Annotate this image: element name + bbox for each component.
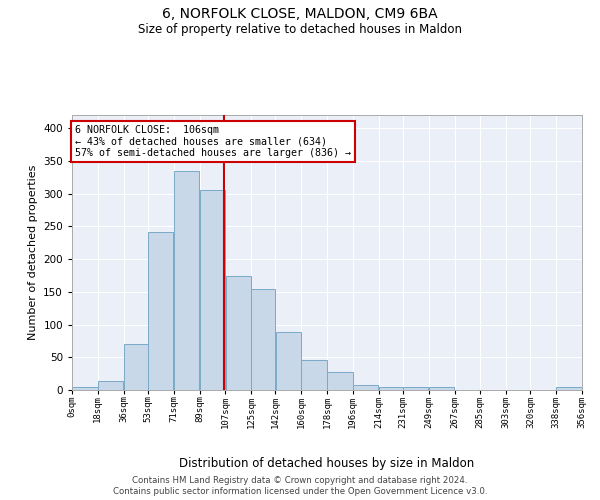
Bar — [98, 381, 124, 390]
Bar — [403, 386, 428, 390]
Bar — [200, 190, 225, 390]
Bar — [275, 332, 301, 390]
Bar — [327, 372, 353, 390]
Bar — [556, 388, 582, 390]
Bar — [301, 360, 327, 390]
Bar — [226, 276, 251, 390]
Bar — [174, 172, 199, 390]
Bar — [72, 388, 98, 390]
Text: Size of property relative to detached houses in Maldon: Size of property relative to detached ho… — [138, 22, 462, 36]
Bar — [148, 232, 173, 390]
Bar — [379, 386, 403, 390]
Bar — [124, 344, 148, 390]
Text: Contains HM Land Registry data © Crown copyright and database right 2024.: Contains HM Land Registry data © Crown c… — [132, 476, 468, 485]
Text: 6 NORFOLK CLOSE:  106sqm
← 43% of detached houses are smaller (634)
57% of semi-: 6 NORFOLK CLOSE: 106sqm ← 43% of detache… — [75, 125, 351, 158]
Bar — [353, 385, 379, 390]
Text: 6, NORFOLK CLOSE, MALDON, CM9 6BA: 6, NORFOLK CLOSE, MALDON, CM9 6BA — [162, 8, 438, 22]
Y-axis label: Number of detached properties: Number of detached properties — [28, 165, 38, 340]
Bar — [429, 388, 454, 390]
Text: Contains public sector information licensed under the Open Government Licence v3: Contains public sector information licen… — [113, 488, 487, 496]
Text: Distribution of detached houses by size in Maldon: Distribution of detached houses by size … — [179, 458, 475, 470]
Bar — [251, 288, 275, 390]
